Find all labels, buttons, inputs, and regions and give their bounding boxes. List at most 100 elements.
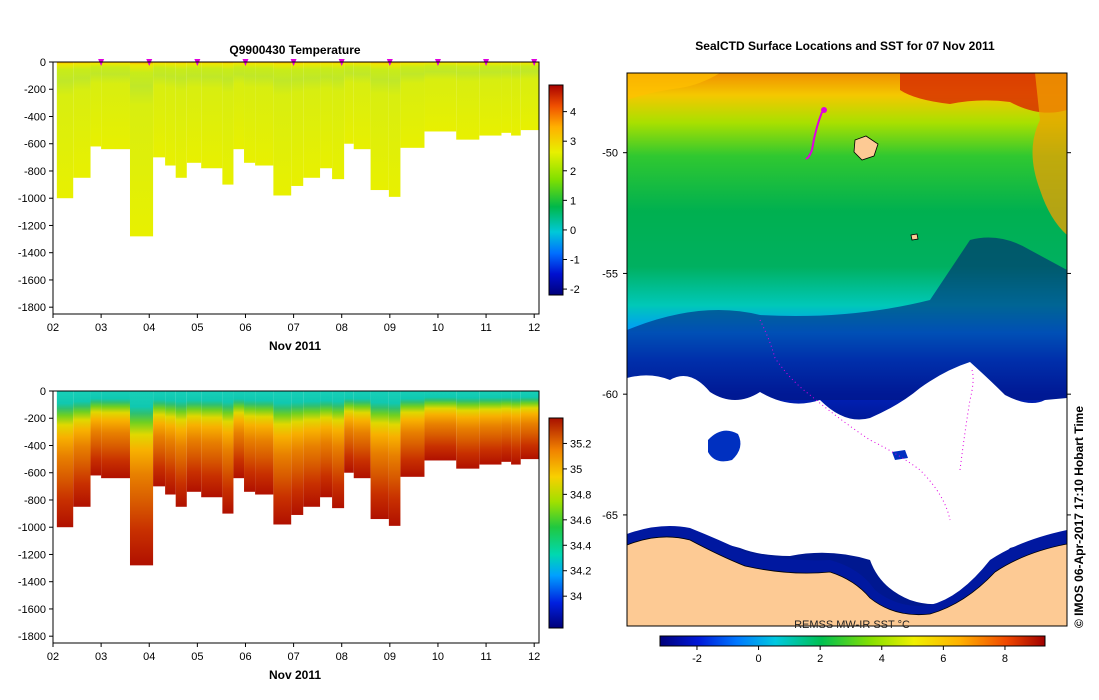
sst-colorbar-label: REMSS MW-IR SST °C	[794, 619, 910, 631]
profile-column	[370, 62, 389, 191]
profile-column	[424, 62, 457, 132]
profile-column	[370, 391, 389, 520]
x-tick-label: 09	[384, 651, 396, 663]
profile-column	[165, 62, 176, 166]
colorbar-tick-label: 34.8	[570, 489, 591, 501]
profile-column	[101, 391, 130, 479]
latitude-label: -50	[602, 148, 618, 160]
colorbar-tick-label: 0	[570, 225, 576, 237]
sst-colorbar-tick-label: 2	[817, 653, 823, 665]
sst-colorbar-tick-label: 6	[940, 653, 946, 665]
cold-sst-patch	[627, 237, 1067, 400]
profile-column	[244, 62, 256, 163]
profile-column	[291, 391, 304, 515]
y-tick-label: -800	[24, 166, 46, 178]
x-tick-label: 05	[191, 651, 203, 663]
sst-colorbar-tick-label: -2	[692, 653, 702, 665]
profile-column	[101, 62, 130, 150]
profile-column	[201, 391, 223, 498]
profile-column	[320, 62, 333, 169]
x-tick-label: 08	[336, 322, 348, 334]
sst-map-field	[627, 73, 1067, 626]
profile-column	[388, 62, 401, 197]
imos-watermark: © IMOS 06-Apr-2017 17:10 Hobart Time	[1072, 406, 1086, 628]
y-tick-label: -1600	[18, 604, 46, 616]
sst-map-panel: SealCTD Surface Locations and SST for 07…	[602, 39, 1071, 665]
island	[853, 135, 879, 161]
x-tick-label: 04	[143, 322, 155, 334]
profile-column	[388, 391, 401, 526]
temperature-x-axis: 02 03 04 05 06 07 08 09 10 11 12	[47, 314, 540, 334]
y-tick-label: -400	[24, 440, 46, 452]
salinity-profile-columns	[56, 391, 539, 566]
temperature-y-axis: 0 -200 -400 -600 -800 -1000 -1200 -1400 -1600 -18…	[18, 57, 53, 314]
profile-column	[186, 62, 202, 163]
map-latitude-axis: -50 -55 -60 -65	[602, 148, 1071, 522]
warm-sst-patch	[900, 73, 1067, 113]
profile-column	[233, 62, 245, 150]
profile-column	[479, 62, 502, 136]
profile-column	[222, 62, 234, 185]
map-title: SealCTD Surface Locations and SST for 07…	[695, 39, 995, 53]
colorbar-tick-label: 35	[570, 464, 582, 476]
salinity-xlabel: Nov 2011	[269, 668, 321, 682]
profile-column	[129, 391, 154, 566]
salinity-colorbar-ticks: 35.2 35 34.8 34.6 34.4 34.2 34	[563, 438, 591, 603]
y-tick-label: -1800	[18, 302, 46, 314]
y-tick-label: -1800	[18, 631, 46, 643]
latitude-label: -65	[602, 510, 618, 522]
y-tick-label: -1400	[18, 248, 46, 260]
colorbar-tick-label: 35.2	[570, 438, 591, 450]
profile-column	[255, 62, 274, 166]
y-tick-label: -1000	[18, 522, 46, 534]
profile-column	[56, 391, 74, 528]
profile-column	[520, 391, 539, 460]
sea-ice-area	[627, 362, 1067, 605]
y-tick-label: -1400	[18, 577, 46, 589]
y-tick-label: -200	[24, 413, 46, 425]
profile-column	[73, 62, 91, 178]
temperature-colorbar	[548, 84, 564, 296]
salinity-y-axis: 0 -200 -400 -600 -800 -1000 -1200 -1400 -1600 -18…	[18, 386, 53, 643]
profile-column	[244, 391, 256, 492]
x-tick-label: 07	[287, 322, 299, 334]
colorbar-tick-label: 3	[570, 136, 576, 148]
x-tick-label: 05	[191, 322, 203, 334]
profile-column	[90, 391, 102, 476]
x-tick-label: 08	[336, 651, 348, 663]
colorbar-tick-label: 34.2	[570, 566, 591, 578]
x-tick-label: 10	[432, 322, 444, 334]
salinity-x-axis: 02 03 04 05 06 07 08 09 10 11 12	[47, 643, 540, 663]
y-tick-label: -1200	[18, 220, 46, 232]
profile-column	[353, 62, 371, 150]
y-tick-label: -200	[24, 84, 46, 96]
sst-colorbar-ticks: -2 0 2 4 6 8	[692, 646, 1008, 665]
profile-column	[273, 391, 292, 525]
warm-sst-patch	[627, 73, 720, 100]
colorbar-tick-label: 2	[570, 166, 576, 178]
profile-column	[400, 62, 425, 148]
temperature-xlabel: Nov 2011	[269, 339, 321, 353]
profile-column	[153, 391, 166, 487]
profile-column	[479, 391, 502, 465]
temperature-panel: Q9900430 Temperature 0 -200 -400 -600 -800 -1…	[18, 43, 580, 353]
profile-column	[320, 391, 333, 498]
profile-column	[291, 62, 304, 186]
profile-column	[424, 391, 457, 461]
y-tick-label: -1200	[18, 549, 46, 561]
sst-colorbar-tick-label: 0	[755, 653, 761, 665]
temperature-profile-columns	[56, 62, 539, 237]
x-tick-label: 06	[239, 651, 251, 663]
salinity-panel: 0 -200 -400 -600 -800 -1000 -1200 -1400 -1600 -18…	[18, 386, 592, 682]
profile-column	[73, 391, 91, 507]
x-tick-label: 02	[47, 651, 59, 663]
x-tick-label: 04	[143, 651, 155, 663]
salinity-colorbar	[548, 417, 564, 629]
profile-column	[344, 62, 354, 144]
x-tick-label: 02	[47, 322, 59, 334]
profile-column	[511, 62, 521, 136]
y-tick-label: -600	[24, 139, 46, 151]
profile-column	[175, 62, 187, 178]
profile-column	[332, 391, 345, 509]
